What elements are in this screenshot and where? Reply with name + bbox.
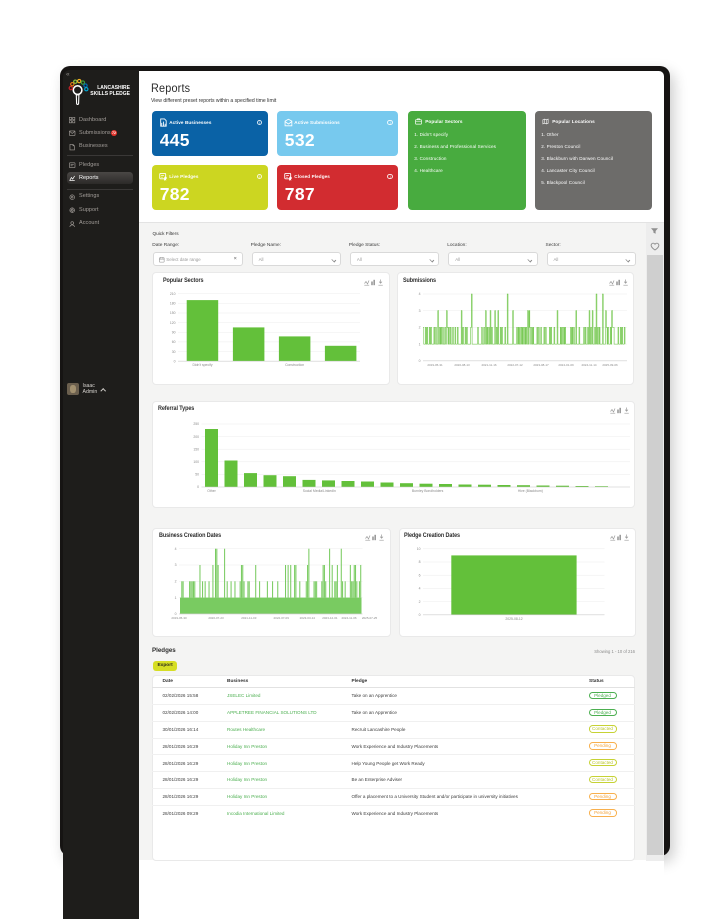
- svg-text:90: 90: [172, 331, 176, 335]
- svg-text:4: 4: [175, 547, 177, 551]
- svg-text:4: 4: [419, 587, 421, 591]
- svg-text:1: 1: [175, 596, 177, 600]
- svg-text:0: 0: [197, 485, 199, 489]
- svg-text:30: 30: [172, 350, 176, 354]
- svg-text:100: 100: [193, 460, 199, 464]
- svg-text:2: 2: [419, 326, 421, 330]
- svg-text:2020-08-13: 2020-08-13: [454, 363, 470, 367]
- svg-text:2019-05-30: 2019-05-30: [171, 616, 187, 620]
- svg-text:2: 2: [175, 580, 177, 584]
- svg-text:2022-07-12: 2022-07-12: [507, 363, 523, 367]
- svg-text:Social Media/LinkedIn: Social Media/LinkedIn: [303, 489, 336, 493]
- svg-text:2021-11-03: 2021-11-03: [241, 616, 256, 620]
- svg-text:200: 200: [193, 435, 199, 439]
- svg-text:0: 0: [419, 613, 421, 617]
- svg-text:2023-03-14: 2023-03-14: [300, 616, 316, 620]
- svg-text:3: 3: [175, 563, 177, 567]
- svg-text:2023-08-17: 2023-08-17: [533, 363, 549, 367]
- svg-text:Construction: Construction: [285, 363, 304, 367]
- svg-text:3: 3: [419, 309, 421, 313]
- svg-text:2025-09-06: 2025-09-06: [602, 363, 618, 367]
- svg-text:2021-11-16: 2021-11-16: [481, 363, 496, 367]
- svg-text:150: 150: [193, 447, 199, 451]
- svg-text:4: 4: [419, 292, 421, 296]
- svg-text:Other: Other: [207, 489, 216, 493]
- svg-text:2024-01-09: 2024-01-09: [558, 363, 574, 367]
- svg-text:Didn't specify: Didn't specify: [192, 363, 212, 367]
- svg-text:2: 2: [419, 600, 421, 604]
- svg-text:210: 210: [170, 292, 176, 296]
- svg-text:60: 60: [172, 340, 176, 344]
- svg-text:2025-07-25: 2025-07-25: [362, 616, 378, 620]
- svg-text:0: 0: [174, 359, 176, 363]
- svg-text:Hive (Blackburn): Hive (Blackburn): [518, 489, 543, 493]
- svg-text:6: 6: [419, 573, 421, 577]
- svg-text:Burnley Bondholders: Burnley Bondholders: [412, 489, 444, 493]
- svg-text:120: 120: [170, 321, 176, 325]
- svg-text:2022-07-09: 2022-07-09: [274, 616, 290, 620]
- svg-text:2023-12-01: 2023-12-01: [322, 616, 338, 620]
- svg-text:150: 150: [170, 311, 176, 315]
- svg-text:0: 0: [419, 359, 421, 363]
- svg-text:0: 0: [175, 612, 177, 616]
- svg-text:2020-07-23: 2020-07-23: [208, 616, 224, 620]
- svg-text:2019-05-31: 2019-05-31: [427, 363, 443, 367]
- svg-text:2024-11-14: 2024-11-14: [581, 363, 596, 367]
- svg-text:2024-11-06: 2024-11-06: [341, 616, 356, 620]
- svg-text:8: 8: [419, 560, 421, 564]
- svg-text:250: 250: [193, 422, 199, 426]
- svg-text:1: 1: [419, 342, 421, 346]
- svg-text:180: 180: [170, 302, 176, 306]
- svg-text:50: 50: [195, 473, 199, 477]
- svg-text:2025-08-12: 2025-08-12: [505, 617, 522, 621]
- svg-text:10: 10: [417, 547, 421, 551]
